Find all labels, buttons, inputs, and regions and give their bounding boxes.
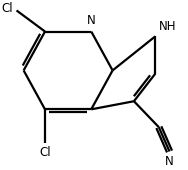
Text: N: N: [165, 155, 174, 168]
Text: Cl: Cl: [1, 2, 13, 15]
Text: Cl: Cl: [39, 146, 51, 159]
Text: NH: NH: [159, 20, 176, 33]
Text: N: N: [87, 14, 96, 27]
